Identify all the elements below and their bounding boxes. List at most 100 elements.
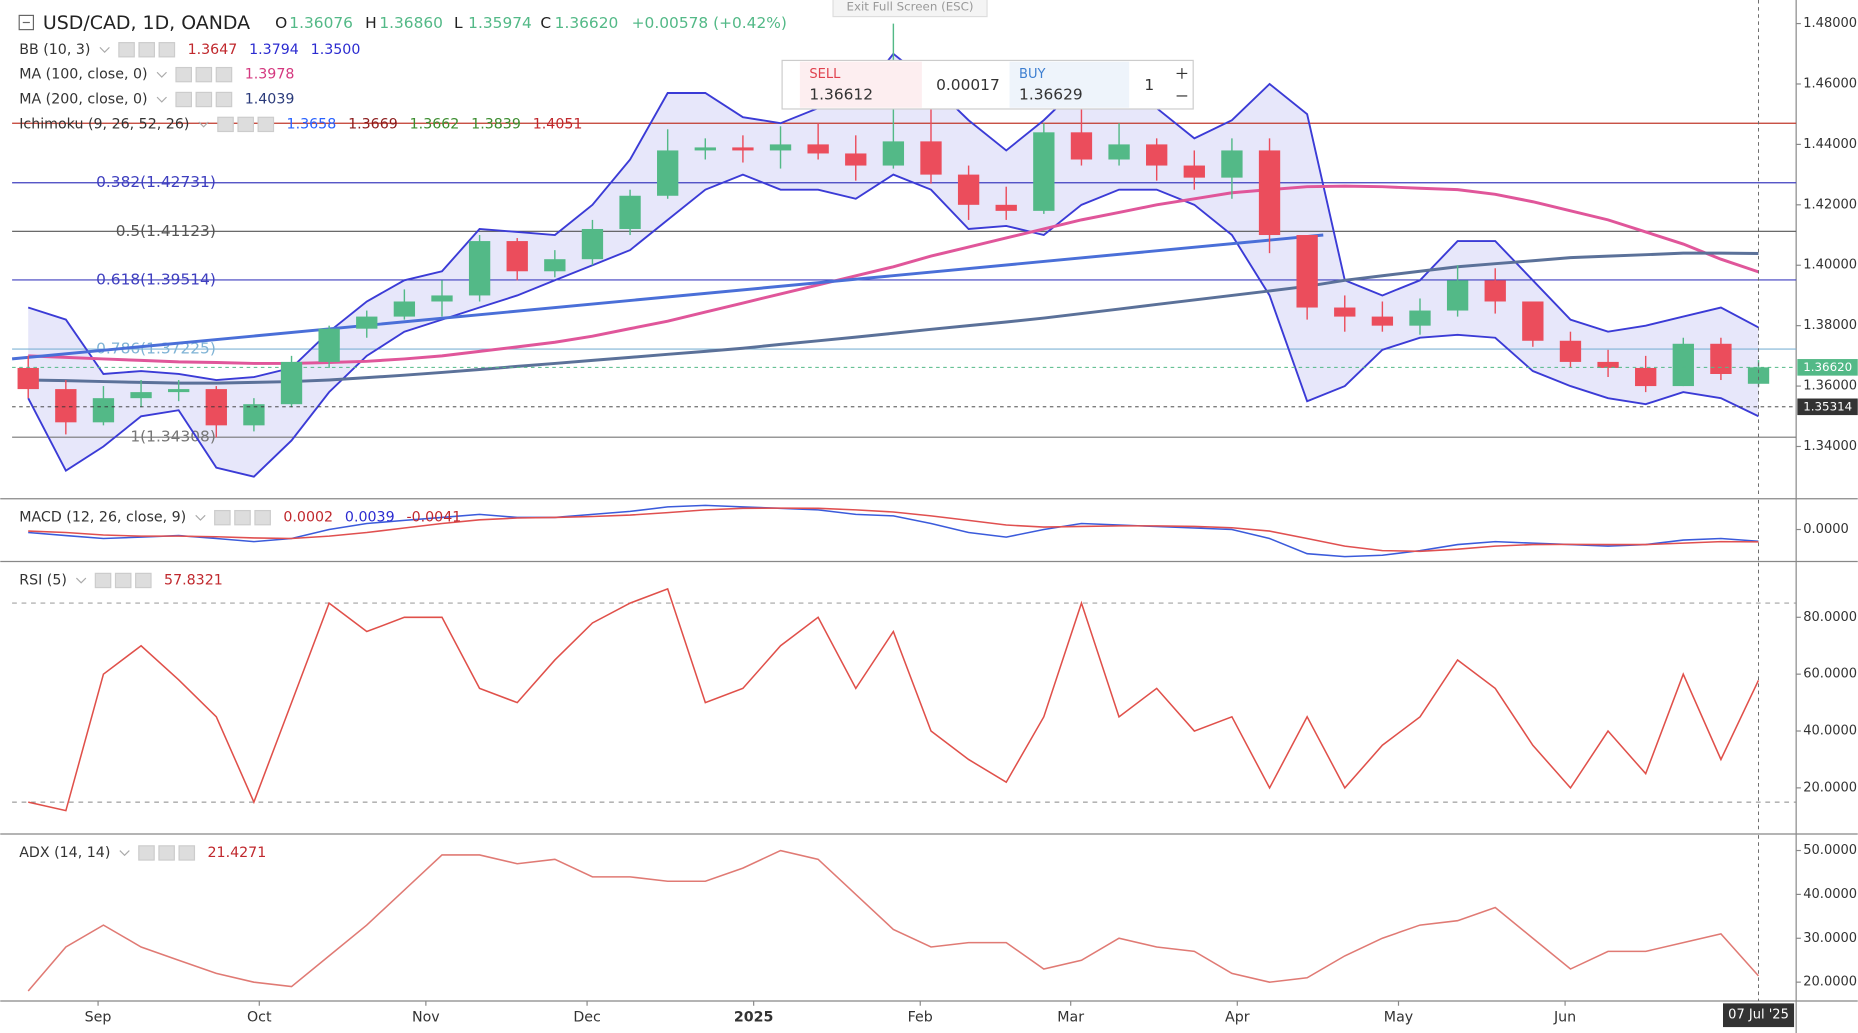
candle-body	[1146, 144, 1168, 166]
legend-icon[interactable]	[175, 91, 192, 108]
x-tick-label: 2025	[734, 1010, 774, 1026]
legend-menu[interactable]	[156, 71, 167, 78]
legend-icon[interactable]	[217, 116, 234, 133]
legend-icon[interactable]	[138, 42, 155, 58]
qty-plus[interactable]	[1176, 68, 1188, 79]
legend-name: MACD (12, 26, close, 9)	[19, 510, 186, 526]
y-tick-label: 40.0000	[1803, 724, 1857, 739]
y-tick-label: 20.0000	[1803, 975, 1857, 990]
y-tick-label: 40.0000	[1803, 887, 1857, 902]
legend-name: MA (200, close, 0)	[19, 92, 147, 108]
spread: 0.00017	[936, 76, 1000, 94]
buy-price[interactable]: 1.36629	[1019, 85, 1083, 103]
ohlc-value: 1.36076	[289, 14, 353, 32]
candle-body	[544, 259, 566, 272]
ohlc-value: 1.36860	[379, 14, 443, 32]
legend-value: 1.3647	[188, 42, 238, 58]
legend-menu[interactable]	[195, 514, 206, 521]
x-tick-label: Nov	[412, 1010, 440, 1026]
ohlc-value: 1.35974	[468, 14, 532, 32]
candle-body	[1710, 343, 1732, 374]
ohlc-label: O	[275, 14, 287, 32]
legend-icon[interactable]	[215, 91, 233, 108]
candle-body	[732, 147, 754, 151]
candle-body	[1033, 132, 1055, 211]
legend-icon[interactable]	[158, 42, 176, 58]
buy-button[interactable]	[1009, 61, 1130, 108]
sell-label[interactable]: SELL	[809, 67, 841, 82]
legend-value: -0.0041	[406, 510, 461, 526]
buy-label[interactable]: BUY	[1019, 67, 1045, 82]
legend-icon[interactable]	[254, 509, 271, 526]
fib-label: 0.382(1.42731)	[96, 173, 216, 191]
candle-body	[657, 150, 679, 196]
ohlc-label: C	[540, 14, 551, 32]
candle-body	[920, 141, 942, 175]
legend-icon[interactable]	[138, 845, 155, 861]
legend-icon[interactable]	[158, 845, 175, 861]
candle-body	[694, 147, 716, 151]
x-tick-label: Dec	[573, 1010, 600, 1026]
symbol: USD/CAD, 1D, OANDA	[43, 12, 250, 34]
indicator-line	[27, 173, 1759, 478]
price-label-box	[1797, 359, 1858, 376]
ohlc-label: H	[365, 14, 377, 32]
legend-icon[interactable]	[195, 91, 213, 108]
y-tick-label: 60.0000	[1803, 667, 1857, 682]
legend-icon[interactable]	[257, 116, 275, 133]
indicator-line	[28, 587, 1760, 812]
y-tick-label: 20.0000	[1803, 780, 1857, 795]
legend-icon[interactable]	[178, 845, 196, 861]
legend-icon[interactable]	[214, 509, 231, 526]
sell-button[interactable]	[799, 61, 922, 108]
fib-label: 1(1.34308)	[130, 428, 215, 446]
legend-icon[interactable]	[135, 572, 152, 589]
legend-menu[interactable]	[156, 96, 167, 103]
bollinger-fill	[28, 53, 1759, 477]
indicator-line	[28, 504, 1759, 558]
sell-price[interactable]: 1.36612	[809, 85, 873, 103]
legend-icon[interactable]	[215, 66, 233, 83]
x-tick-label: Jun	[1553, 1010, 1576, 1026]
legend-icon[interactable]	[94, 572, 112, 589]
candle-body	[1371, 316, 1394, 326]
candle-body	[1334, 307, 1356, 317]
legend-name: MA (100, close, 0)	[19, 67, 147, 83]
y-tick-label: 50.0000	[1803, 843, 1857, 858]
candle-body	[1522, 301, 1544, 341]
quantity[interactable]: 1	[1144, 76, 1154, 94]
x-tick-label: Oct	[247, 1010, 272, 1026]
candle-body	[17, 367, 39, 390]
legend-name: RSI (5)	[19, 572, 67, 588]
collapse-icon[interactable]	[18, 14, 35, 31]
legend-menu[interactable]	[198, 121, 209, 128]
legend-icon[interactable]	[175, 66, 192, 83]
legend-value: 1.4039	[245, 92, 295, 108]
y-tick-label: 80.0000	[1803, 610, 1857, 625]
fib-label: 0.618(1.39514)	[96, 270, 216, 288]
candle-body	[318, 328, 340, 362]
legend-menu[interactable]	[75, 577, 87, 584]
legend-menu[interactable]	[99, 46, 110, 53]
legend-icon[interactable]	[114, 572, 132, 589]
candle-body	[55, 389, 77, 423]
candle-body	[1296, 235, 1318, 308]
legend-icon[interactable]	[234, 509, 251, 526]
legend-icon[interactable]	[237, 116, 254, 133]
candle-body	[468, 241, 491, 296]
legend-name: ADX (14, 14)	[19, 845, 110, 861]
legend-value: 21.4271	[207, 845, 266, 861]
cursor-label-box	[1722, 1003, 1795, 1028]
candle-body	[243, 404, 265, 426]
y-tick-label: 1.44000	[1803, 137, 1857, 152]
legend-icon[interactable]	[195, 66, 213, 83]
candle-body	[1559, 340, 1582, 362]
legend-icon[interactable]	[118, 42, 135, 58]
candle-body	[1409, 310, 1431, 326]
exit-full-screen[interactable]: Exit Full Screen (ESC)	[847, 0, 974, 14]
indicator-line	[28, 184, 1759, 365]
exit-button[interactable]	[832, 0, 988, 18]
legend-menu[interactable]	[119, 850, 130, 857]
